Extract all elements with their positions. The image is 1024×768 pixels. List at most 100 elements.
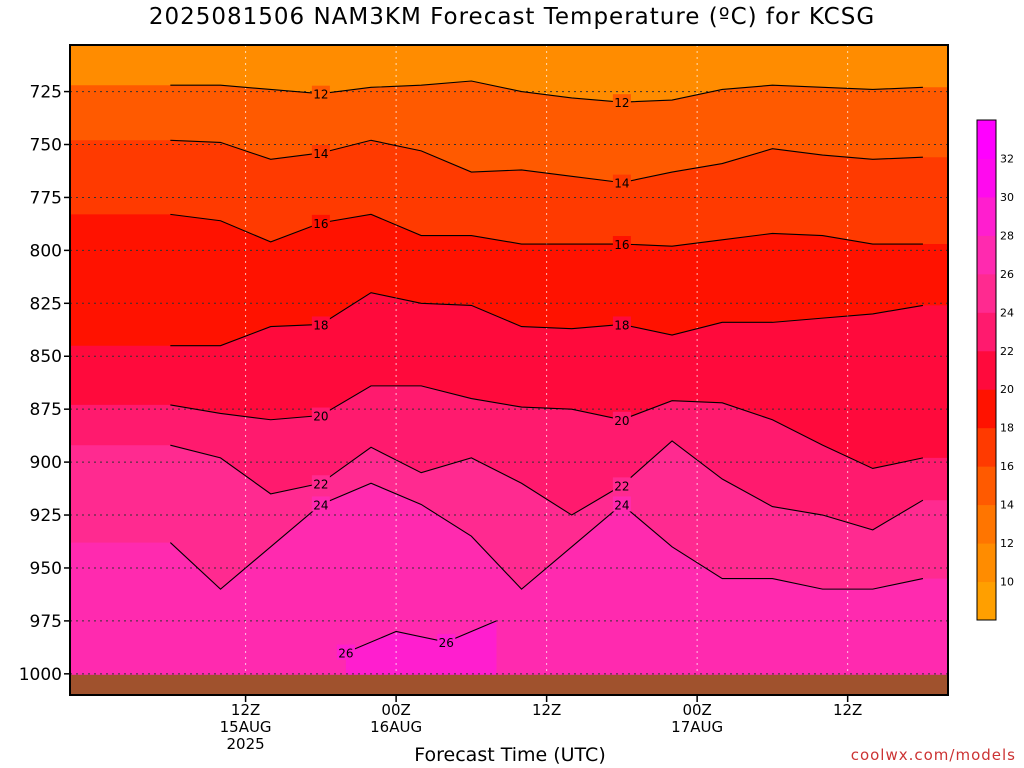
contour-16 [170,213,923,247]
contour-label-22: 22 [614,479,629,493]
contour-24 [169,482,924,590]
colorbar-segment [977,466,996,506]
contour-label-bg [612,477,631,493]
y-tick-label: 750 [30,136,62,156]
colorbar-segment [977,350,996,390]
y-axis: 725 750 775 800 825 850 875 900 925 950 975 1000 [19,83,70,685]
contour-label-14: 14 [313,147,328,161]
contour-label-bg [311,214,330,230]
chart-title: 2025081506 NAM3KM Forecast Temperature (… [148,4,876,30]
contour-label-bg [612,411,631,427]
colorbar-label-30: 30 [1000,191,1014,204]
contour-label-18: 18 [614,318,629,332]
contour-label-24: 24 [614,498,629,512]
colorbar-segment [977,235,996,275]
colorbar-label-28: 28 [1000,229,1014,242]
contour-label-bg [336,644,355,660]
contour-20 [170,385,924,470]
colorbar-label-26: 26 [1000,268,1014,281]
ground-surface [70,674,948,695]
x-tick-label: 00Z [381,701,410,719]
x-tick-label: 12Z [231,701,260,719]
contour-label-bg [311,407,330,423]
x-tick-label: 2025 [227,735,265,753]
colorbar-segment [977,196,996,236]
x-tick-label: 17AUG [671,718,723,736]
contour-label-12: 12 [614,96,629,110]
y-tick-label: 1000 [19,665,62,685]
contour-label-26: 26 [338,647,353,661]
y-tick-label: 950 [30,559,62,579]
colorbar-segment [977,581,996,621]
contour-12 [170,80,923,103]
y-tick-label: 900 [30,453,62,473]
y-tick-label: 725 [30,83,62,103]
y-tick-label: 775 [30,188,62,208]
colorbar-label-12: 12 [1000,537,1014,550]
colorbar-label-10: 10 [1000,576,1014,589]
contour-18 [170,292,924,347]
contour-26 [345,620,497,654]
contour-label-bg [612,174,631,190]
colorbar-segment [977,120,996,159]
colorbar-segment [977,543,996,583]
y-tick-label: 850 [30,347,62,367]
ground-strip [70,674,948,695]
x-axis-title: Forecast Time (UTC) [414,744,606,766]
temperature-fill-bands [70,45,948,695]
contour-label-20: 20 [313,410,328,424]
contour-label-12: 12 [313,88,328,102]
contour-lines: 12 12 14 14 16 16 18 18 20 20 22 22 24 24 26 26 [169,80,924,661]
contour-14 [170,139,923,184]
colorbar-label-20: 20 [1000,383,1014,396]
contour-label-22: 22 [313,477,328,491]
colorbar-label-32: 32 [1000,152,1014,165]
contour-label-bg [311,85,330,101]
contour-label-16: 16 [313,217,328,231]
colorbar-label-14: 14 [1000,499,1014,512]
contour-label-bg [311,496,330,512]
x-tick-label: 16AUG [370,718,422,736]
contour-label-bg [311,144,330,160]
contour-label-bg [612,236,631,252]
colorbar-label-22: 22 [1000,345,1014,358]
colorbar-label-16: 16 [1000,460,1014,473]
contour-label-24: 24 [313,498,328,512]
colorbar-segment [977,389,996,429]
colorbar-segment [977,158,996,198]
colorbar-label-24: 24 [1000,306,1014,319]
colorbar-segment [977,312,996,352]
x-tick-label: 12Z [833,701,862,719]
contour-label-bg [311,475,330,491]
contour-label-20: 20 [614,414,629,428]
y-tick-label: 800 [30,241,62,261]
y-tick-label: 825 [30,294,62,314]
x-tick-label: 15AUG [220,718,272,736]
contour-label-bg [437,634,456,650]
y-tick-label: 925 [30,506,62,526]
colorbar-label-18: 18 [1000,422,1014,435]
contour-label-bg [612,94,631,110]
contour-label-26: 26 [439,636,454,650]
contour-label-14: 14 [614,177,629,191]
credit-text: coolwx.com/models [850,746,1016,764]
y-tick-label: 875 [30,400,62,420]
grid-lines [70,45,948,695]
band-above-24 [70,483,948,695]
colorbar-frame [976,119,997,621]
contour-label-16: 16 [614,238,629,252]
x-tick-label: 00Z [682,701,711,719]
x-tick-label: 12Z [532,701,561,719]
contour-label-bg [612,496,631,512]
colorbar-segment [977,427,996,467]
colorbar-segment [977,504,996,544]
contour-22 [170,440,924,531]
y-tick-label: 975 [30,612,62,632]
contour-label-bg [311,316,330,332]
contour-label-bg [612,316,631,332]
colorbar: 10 12 14 16 18 20 22 24 26 28 30 32 [976,119,1014,621]
plot-frame [69,44,949,696]
contour-label-18: 18 [313,318,328,332]
